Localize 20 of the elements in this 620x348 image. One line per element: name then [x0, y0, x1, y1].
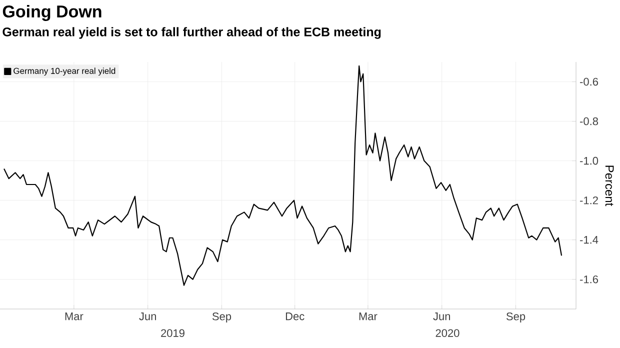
x-tick-label: Mar [65, 312, 84, 320]
y-tick-label: -1.0 [580, 156, 598, 165]
legend-label: Germany 10-year real yield [14, 68, 116, 76]
y-tick-label: -1.6 [580, 275, 598, 284]
y-tick-label: -1.4 [580, 236, 598, 244]
x-tick-label: Sep [506, 312, 526, 322]
y-tick-label: -0.6 [580, 78, 598, 86]
x-tick-label: Jun [139, 312, 156, 320]
text: 2019 [161, 329, 184, 337]
y-tick-label: -1.2 [580, 196, 598, 204]
line-series [3, 65, 562, 286]
y-tick-label: -0.8 [580, 117, 598, 126]
x-tick-label: Jun [433, 312, 450, 320]
x-tick-label: Mar [359, 312, 378, 320]
x-tick-label: Dec [286, 312, 304, 320]
y-axis-title: Percent [605, 166, 614, 206]
x-tick-label: Sep [212, 312, 232, 322]
chart-subtitle: German real yield is set to fall further ahead of the ECB meeting [2, 27, 381, 39]
chart-title: Going Down [2, 5, 102, 21]
text: 2020 [436, 329, 460, 337]
